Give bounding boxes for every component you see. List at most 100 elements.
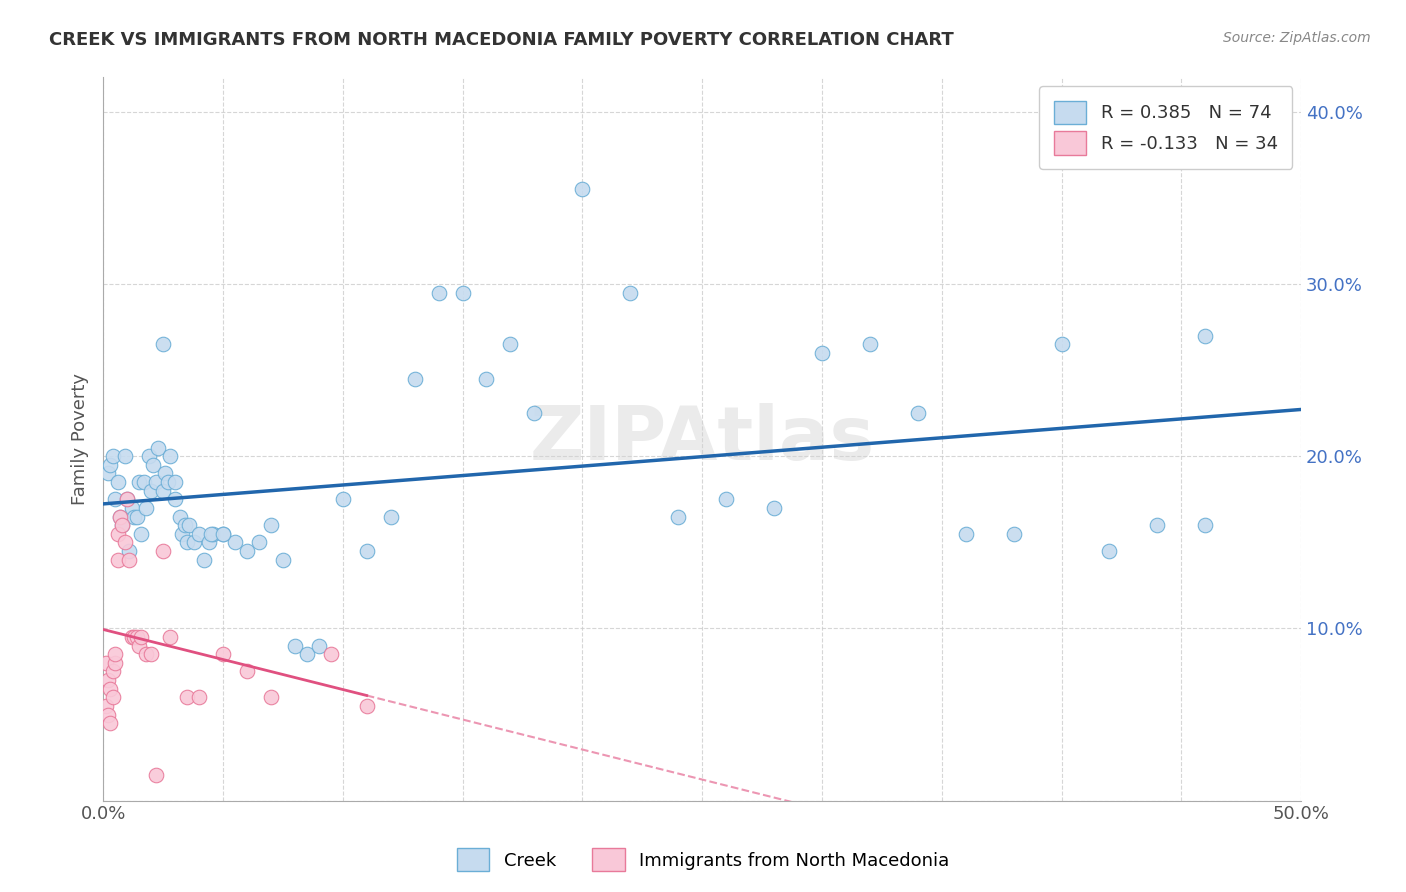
Text: Source: ZipAtlas.com: Source: ZipAtlas.com xyxy=(1223,31,1371,45)
Point xyxy=(145,475,167,489)
Point xyxy=(97,467,120,481)
Point xyxy=(139,647,162,661)
Point xyxy=(131,630,153,644)
Point xyxy=(121,630,143,644)
Point xyxy=(114,535,136,549)
Point xyxy=(101,665,124,679)
Point xyxy=(111,518,134,533)
Point xyxy=(125,509,148,524)
Point xyxy=(859,337,882,351)
Legend: Creek, Immigrants from North Macedonia: Creek, Immigrants from North Macedonia xyxy=(450,841,956,879)
Point xyxy=(202,526,225,541)
Point xyxy=(1050,337,1073,351)
Point xyxy=(131,526,153,541)
Point xyxy=(200,526,222,541)
Point xyxy=(176,690,198,705)
Point xyxy=(179,518,201,533)
Point xyxy=(427,285,450,300)
Point xyxy=(332,492,354,507)
Point xyxy=(128,639,150,653)
Point xyxy=(188,526,211,541)
Point xyxy=(132,475,155,489)
Point xyxy=(118,544,141,558)
Point xyxy=(101,690,124,705)
Text: ZIPAtlas: ZIPAtlas xyxy=(530,402,875,475)
Point xyxy=(135,647,157,661)
Point xyxy=(666,509,689,524)
Point xyxy=(499,337,522,351)
Point xyxy=(811,346,834,360)
Point xyxy=(118,552,141,566)
Point xyxy=(152,544,174,558)
Point xyxy=(319,647,342,661)
Point xyxy=(475,372,498,386)
Point xyxy=(172,526,194,541)
Point xyxy=(145,768,167,782)
Point xyxy=(1194,328,1216,343)
Point xyxy=(907,406,929,420)
Point xyxy=(356,544,378,558)
Point xyxy=(523,406,546,420)
Point xyxy=(1098,544,1121,558)
Point xyxy=(236,544,259,558)
Point xyxy=(111,518,134,533)
Point xyxy=(156,475,179,489)
Point xyxy=(104,647,127,661)
Point xyxy=(1146,518,1168,533)
Point xyxy=(159,449,181,463)
Point xyxy=(404,372,426,386)
Point xyxy=(284,639,307,653)
Point xyxy=(155,467,177,481)
Point xyxy=(115,492,138,507)
Point xyxy=(152,483,174,498)
Point xyxy=(108,509,131,524)
Point xyxy=(571,182,593,196)
Point xyxy=(955,526,977,541)
Point xyxy=(260,518,283,533)
Point xyxy=(212,647,235,661)
Point xyxy=(163,492,186,507)
Point xyxy=(124,630,146,644)
Point xyxy=(152,337,174,351)
Point xyxy=(97,673,120,687)
Point xyxy=(107,552,129,566)
Point xyxy=(94,656,117,670)
Point xyxy=(128,475,150,489)
Point xyxy=(104,492,127,507)
Point xyxy=(108,509,131,524)
Y-axis label: Family Poverty: Family Poverty xyxy=(72,373,89,505)
Point xyxy=(148,441,170,455)
Point xyxy=(124,509,146,524)
Point xyxy=(451,285,474,300)
Point xyxy=(159,630,181,644)
Point xyxy=(197,535,219,549)
Point xyxy=(714,492,737,507)
Point xyxy=(125,630,148,644)
Point xyxy=(173,518,195,533)
Point xyxy=(176,535,198,549)
Point xyxy=(380,509,402,524)
Point xyxy=(188,690,211,705)
Point xyxy=(104,656,127,670)
Point xyxy=(163,475,186,489)
Point xyxy=(1002,526,1025,541)
Point xyxy=(619,285,641,300)
Point xyxy=(135,500,157,515)
Text: CREEK VS IMMIGRANTS FROM NORTH MACEDONIA FAMILY POVERTY CORRELATION CHART: CREEK VS IMMIGRANTS FROM NORTH MACEDONIA… xyxy=(49,31,953,49)
Point xyxy=(121,500,143,515)
Point xyxy=(193,552,215,566)
Point xyxy=(212,526,235,541)
Point xyxy=(1194,518,1216,533)
Point xyxy=(236,665,259,679)
Point xyxy=(138,449,160,463)
Point xyxy=(101,449,124,463)
Point xyxy=(115,492,138,507)
Point xyxy=(224,535,246,549)
Point xyxy=(260,690,283,705)
Point xyxy=(107,475,129,489)
Point xyxy=(169,509,191,524)
Point xyxy=(308,639,330,653)
Point xyxy=(98,681,121,696)
Point xyxy=(247,535,270,549)
Point xyxy=(98,716,121,731)
